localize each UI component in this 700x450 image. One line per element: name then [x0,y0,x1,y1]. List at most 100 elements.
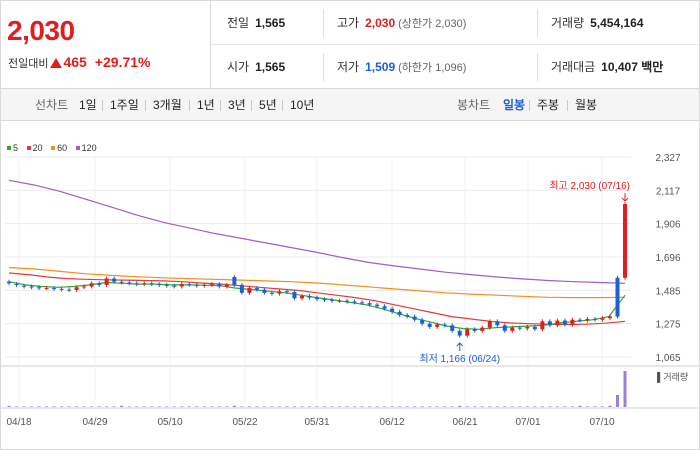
volume-bar [232,405,236,407]
volume-bar [7,405,11,407]
candle [232,276,237,285]
candle [187,284,192,286]
volume-bar [525,406,529,407]
candle [29,286,34,288]
candle [330,299,335,301]
candle [367,303,372,305]
volume-bar [285,406,289,407]
legend-swatch [51,146,56,150]
monthly-candle-button[interactable]: 월봉 [575,98,598,112]
low-label: 저가 [337,60,360,74]
volume-bar [105,406,109,407]
legend-ma5: 5 [7,143,18,153]
volume-bar [262,406,266,407]
volume-bar [435,406,439,407]
volume-label: 거래량 [551,16,585,30]
volume-bar [330,406,334,407]
x-tick-label: 05/22 [232,417,257,428]
candle-chart-label: 봉차트 [457,98,491,112]
volume-bar [473,406,477,407]
candle [465,329,470,336]
change-row: 전일대비 465 +29.71% [8,54,151,71]
divider [537,53,538,81]
volume-bar [345,406,349,407]
high-value: 2,030 [365,16,396,30]
volume: 거래량 5,454,164 [551,1,644,45]
period-1w-button[interactable]: 1주일 [110,98,139,112]
lower-limit: (하한가 1,096) [398,62,467,74]
candle [442,324,447,326]
volume-bar [428,406,432,407]
prev-close: 전일 1,565 [227,1,285,45]
high-price: 고가 2,030 (상한가 2,030) [337,1,466,45]
period-3m-button[interactable]: 3개월 [153,98,182,112]
candle [52,288,57,290]
candle [104,278,109,285]
period-1y-button[interactable]: 1년 [197,98,215,112]
volume-bar [533,406,537,407]
candle [269,292,274,294]
candle [525,326,530,329]
volume-bar [112,406,116,407]
volume-bar [52,406,56,407]
candle [239,284,244,293]
price-chart: 2,327 2,117 1,906 1,696 1,485 1,275 1,065 04/18… [1,153,699,428]
legend-swatch [26,146,31,150]
divider [220,100,221,111]
divider [323,9,324,37]
weekly-candle-button[interactable]: 주봉 [537,98,560,112]
candle [412,316,417,320]
divider [145,100,146,111]
volume-bar [270,406,274,407]
candle [127,282,132,284]
candle [247,288,252,293]
y-tick-label: 1,275 [655,320,680,331]
line-chart-label: 선차트 [35,98,69,112]
x-tick-label: 05/31 [304,417,329,428]
volume-bar [578,405,582,407]
volume-bar [413,406,417,407]
volume-bar [405,406,409,407]
low-value: 1,509 [365,60,396,74]
candle [345,300,350,302]
legend-swatch [75,146,80,150]
info-row-1: 전일 1,565 고가 2,030 (상한가 2,030) 거래량 5,454,164 [211,1,699,45]
volume-bar [570,406,574,407]
price-summary: 2,030 전일대비 465 +29.71% 전일 1,565 고가 2,030 (상한가… [1,1,699,89]
volume-bar [390,406,394,407]
candle [44,288,49,290]
ma60-line [8,266,626,299]
prev-close-value: 1,565 [255,16,286,30]
period-10y-button[interactable]: 10년 [290,98,315,112]
y-tick-label: 1,906 [655,220,680,231]
candle [74,287,79,290]
legend-label: 120 [81,143,97,153]
period-3y-button[interactable]: 3년 [228,98,246,112]
volume-bar [593,406,597,407]
candle [299,295,304,299]
candle [600,318,605,320]
candle [307,295,312,298]
volume-bar [292,406,296,407]
daily-candle-button[interactable]: 일봉 [503,98,526,112]
volume-bar [503,406,507,407]
volume-bar [90,406,94,407]
candle [360,302,365,304]
period-1d-button[interactable]: 1일 [79,98,97,112]
x-tick-label: 04/18 [6,417,31,428]
up-arrow-icon [50,58,63,68]
candle [472,329,477,331]
current-price-box: 2,030 전일대비 465 +29.71% [1,1,211,89]
divider [189,100,190,111]
change-rate: +29.71% [94,54,151,70]
volume-bar [623,371,627,407]
low-annotation: 최저 1,166 (06/24) [419,353,500,365]
candle [382,306,387,309]
candle [97,283,102,285]
candle [420,319,425,324]
amount-label: 거래대금 [551,60,596,74]
candle [157,284,162,286]
period-5y-button[interactable]: 5년 [259,98,277,112]
ma20-line [8,272,626,326]
